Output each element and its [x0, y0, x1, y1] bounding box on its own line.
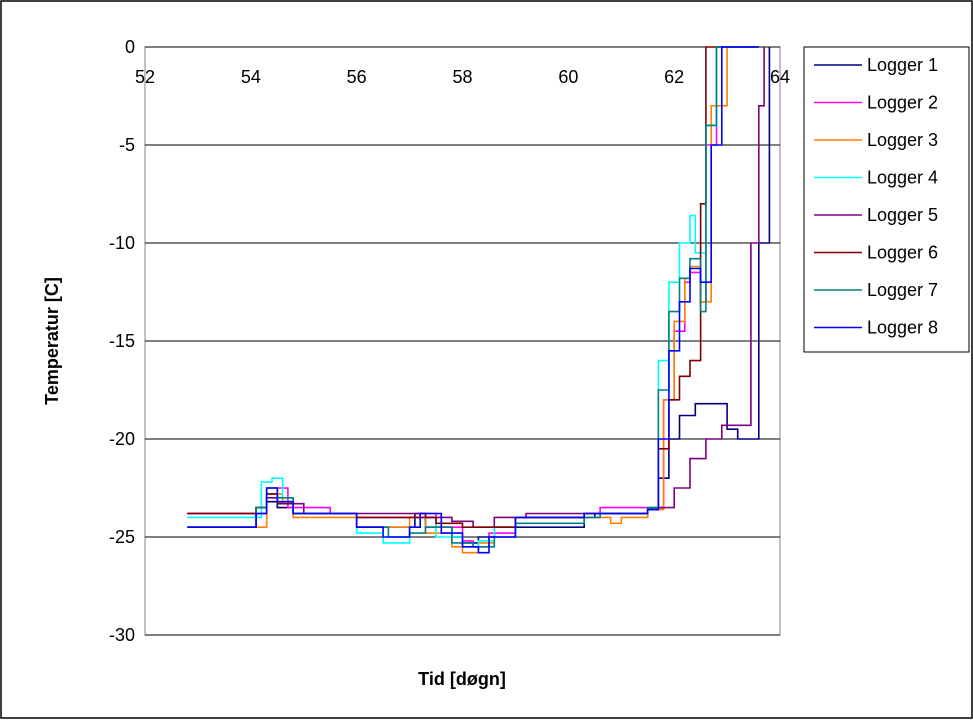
y-tick-label: 0	[125, 37, 135, 57]
y-tick-label: -30	[109, 625, 135, 645]
y-tick-label: -15	[109, 331, 135, 351]
x-tick-label: 52	[135, 67, 155, 87]
x-tick-label: 56	[347, 67, 367, 87]
x-tick-label: 62	[664, 67, 684, 87]
legend-label: Logger 3	[867, 130, 938, 150]
legend-label: Logger 5	[867, 205, 938, 225]
x-axis-title: Tid [døgn]	[418, 669, 506, 689]
y-axis-title: Temperatur [C]	[42, 277, 62, 405]
y-tick-label: -5	[119, 135, 135, 155]
y-tick-label: -10	[109, 233, 135, 253]
y-tick-label: -25	[109, 527, 135, 547]
series-layer	[187, 46, 771, 554]
legend-label: Logger 2	[867, 93, 938, 113]
x-tick-label: 64	[770, 67, 790, 87]
legend: Logger 1 Logger 2 Logger 3 Logger 4 Logger 5…	[814, 55, 938, 338]
legend-label: Logger 8	[867, 318, 938, 338]
legend-label: Logger 1	[867, 55, 938, 75]
x-tick-label: 60	[558, 67, 578, 87]
series-line-logger-8	[187, 46, 759, 554]
y-tick-label: -20	[109, 429, 135, 449]
legend-label: Logger 4	[867, 168, 938, 188]
x-tick-label: 54	[241, 67, 261, 87]
legend-box	[803, 46, 970, 353]
y-tick-labels: 0 -5 -10 -15 -20 -25 -30	[109, 37, 135, 645]
x-tick-labels: 52 54 56 58 60 62 64	[135, 67, 790, 87]
legend-label: Logger 6	[867, 243, 938, 263]
legend-label: Logger 7	[867, 280, 938, 300]
x-tick-label: 58	[452, 67, 472, 87]
